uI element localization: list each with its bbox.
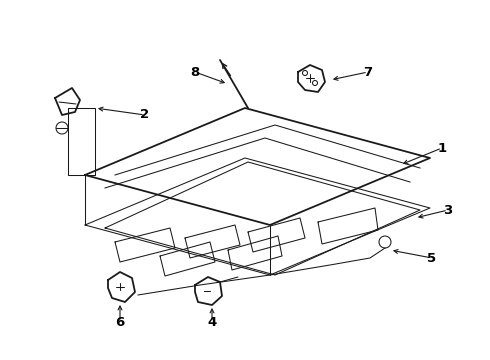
Text: 1: 1 [438,141,446,154]
Text: 7: 7 [364,66,372,78]
Text: 3: 3 [443,203,453,216]
Text: 5: 5 [427,252,437,265]
Text: 2: 2 [141,108,149,122]
Text: 8: 8 [191,66,199,78]
Text: 6: 6 [115,315,124,328]
Text: 4: 4 [207,315,217,328]
